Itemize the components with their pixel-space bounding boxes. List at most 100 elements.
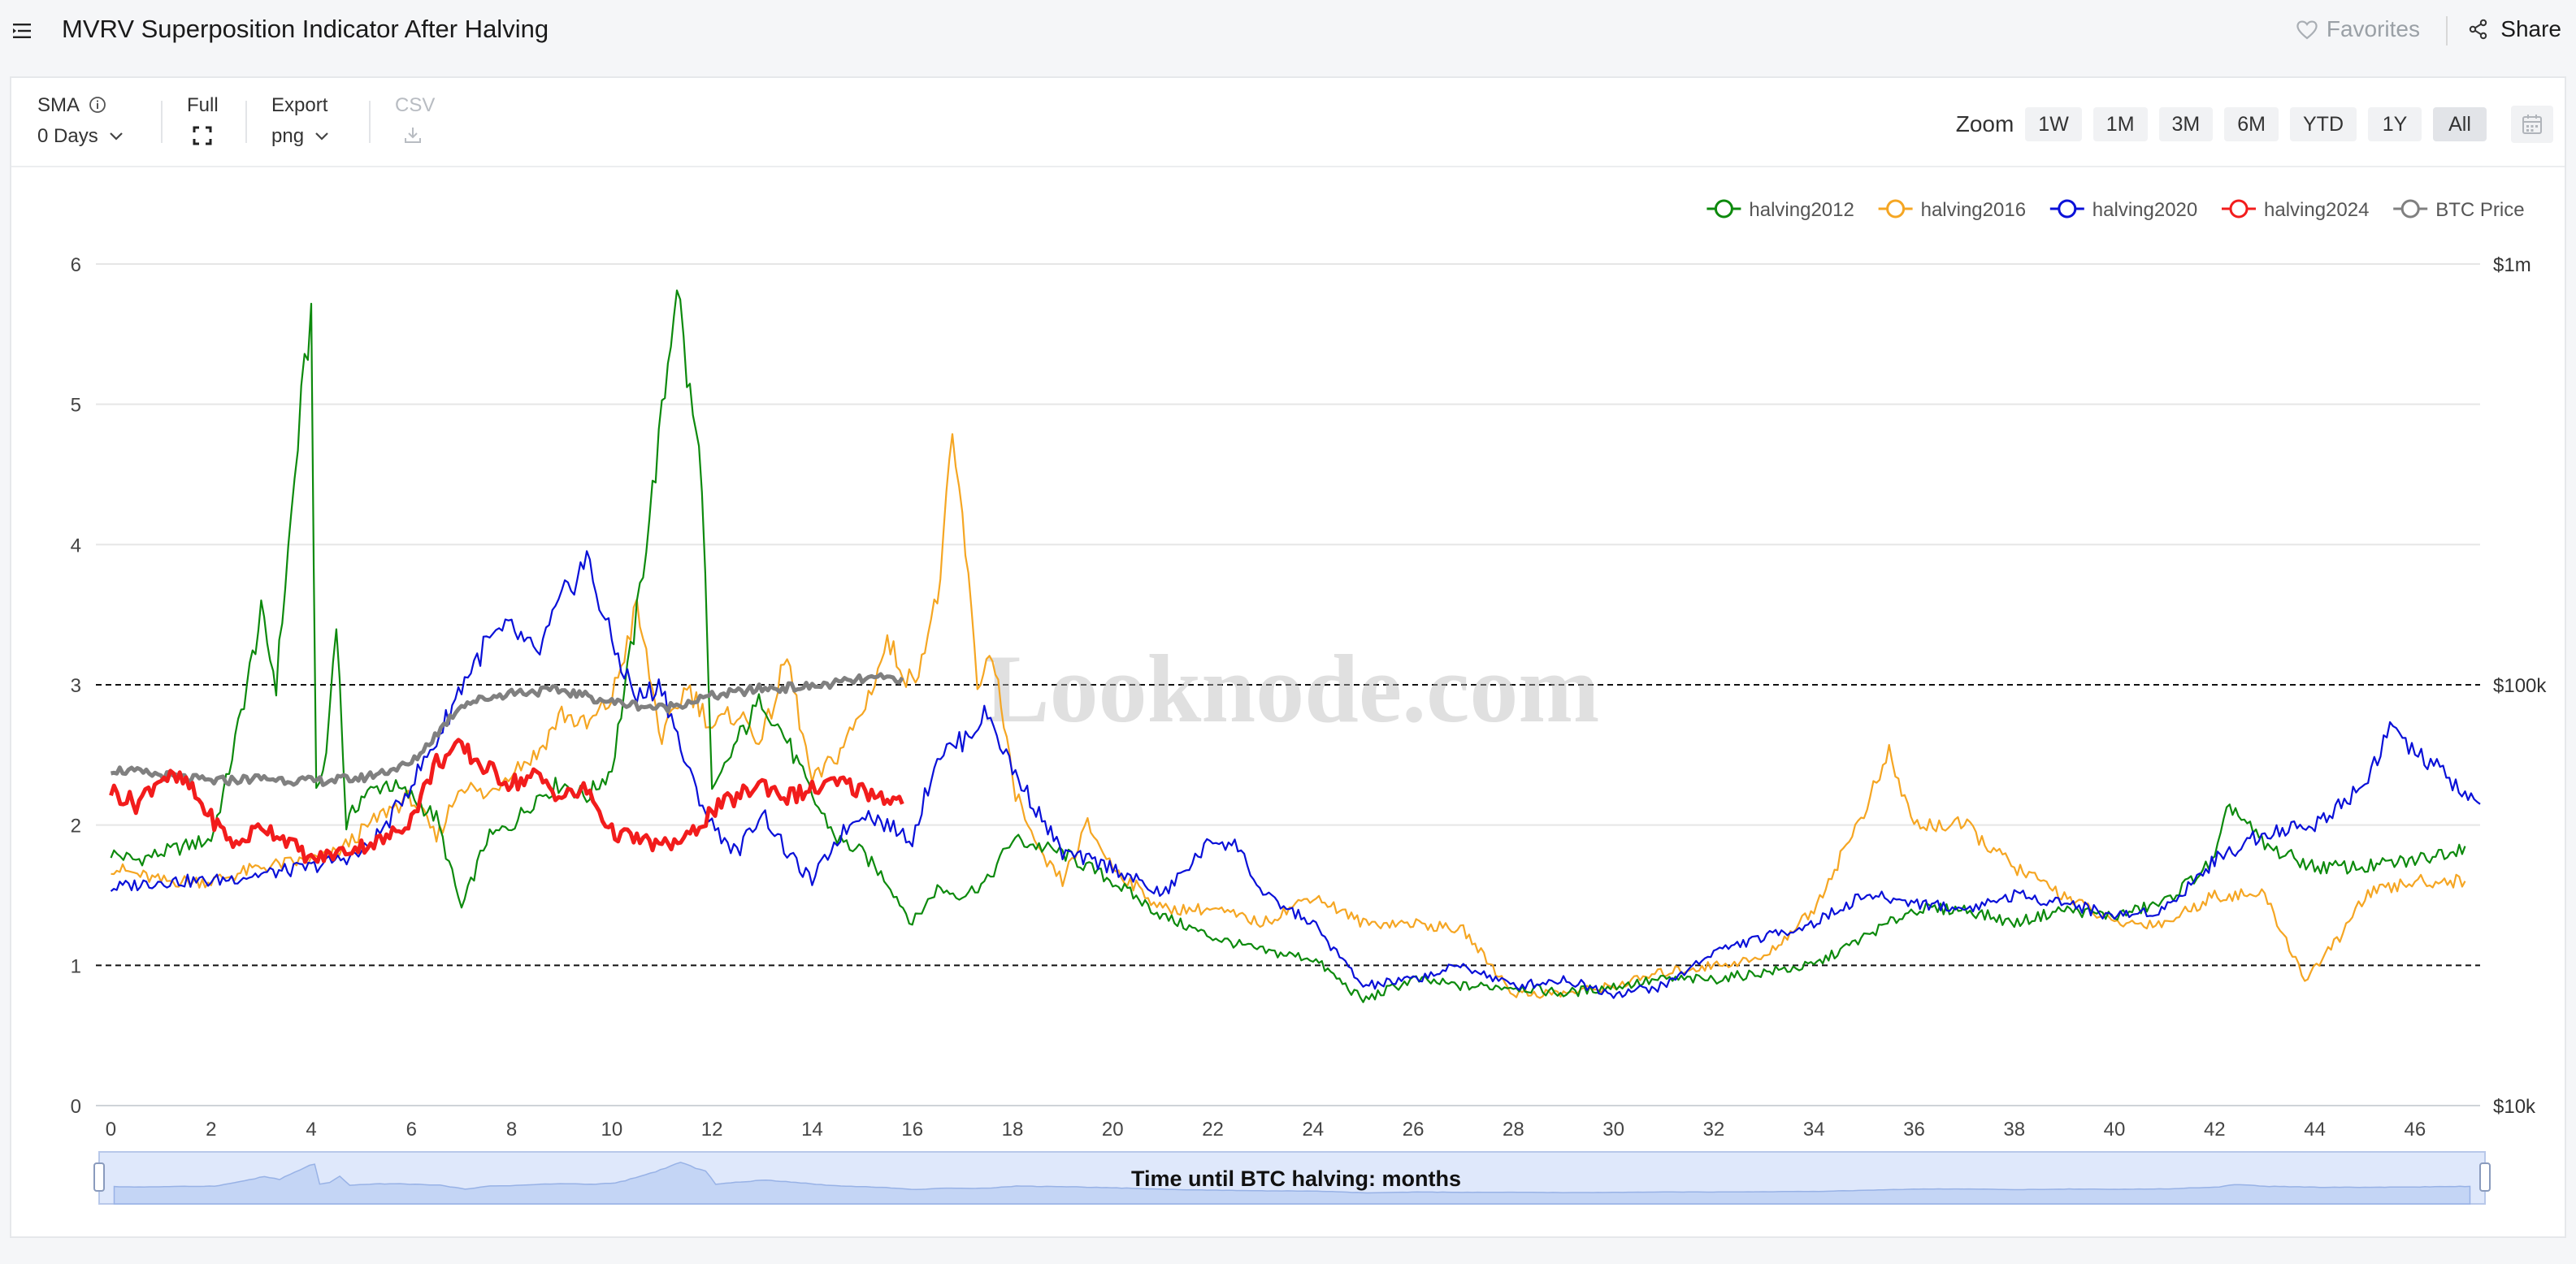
legend-swatch-marker <box>2058 199 2077 219</box>
navigator-series-area <box>113 1162 2471 1205</box>
chart-card: SMA 0 Days Full Export <box>10 76 2566 1238</box>
legend-item-btc-price[interactable]: BTC Price <box>2393 199 2525 221</box>
y-axis-tick-label: 5 <box>71 395 81 417</box>
x-axis-tick-label: 22 <box>1202 1119 1224 1141</box>
date-range-button[interactable] <box>2511 106 2553 143</box>
calendar-icon <box>2522 115 2542 134</box>
range-navigator[interactable] <box>93 1151 2491 1205</box>
legend-swatch-marker <box>2400 199 2420 219</box>
heart-icon <box>2296 20 2318 40</box>
series-line-btc-price <box>111 672 904 787</box>
zoom-1m-button[interactable]: 1M <box>2092 107 2148 141</box>
x-axis-tick-label: 24 <box>1302 1119 1324 1141</box>
series-line-halving2020 <box>110 550 2481 999</box>
zoom-all-button[interactable]: All <box>2433 107 2487 141</box>
full-control[interactable]: Full <box>187 94 219 146</box>
x-axis-tick-label: 6 <box>406 1119 417 1141</box>
chevron-down-icon <box>109 132 123 141</box>
y-axis-tick-label: 4 <box>71 535 81 556</box>
series-line-halving2024 <box>109 738 904 864</box>
zoom-controls: Zoom 1W 1M 3M 6M YTD 1Y All <box>1956 106 2565 143</box>
x-axis-tick-label: 0 <box>106 1119 116 1141</box>
x-axis-tick-label: 34 <box>1803 1119 1825 1141</box>
toolbar-divider <box>245 101 247 143</box>
legend-label: halving2012 <box>1749 199 1854 221</box>
fullscreen-icon <box>193 126 212 145</box>
legend-swatch-marker <box>1886 199 1906 219</box>
x-axis-tick-label: 36 <box>1903 1119 1925 1141</box>
zoom-1w-button[interactable]: 1W <box>2025 107 2082 141</box>
y-axis-tick-label: 0 <box>71 1096 81 1118</box>
download-icon <box>405 128 421 143</box>
x-axis-tick-label: 42 <box>2204 1119 2226 1141</box>
toolbar-divider <box>161 101 163 143</box>
watermark-text: Looknode.com <box>985 634 1600 742</box>
x-axis-tick-label: 18 <box>1002 1119 1024 1141</box>
export-control[interactable]: Export png <box>271 94 330 148</box>
export-select[interactable]: png <box>271 125 330 148</box>
zoom-ytd-button[interactable]: YTD <box>2290 107 2357 141</box>
zoom-3m-button[interactable]: 3M <box>2158 107 2214 141</box>
legend-swatch-marker <box>1714 199 1733 219</box>
share-button[interactable]: Share <box>2468 16 2561 42</box>
zoom-label: Zoom <box>1955 111 2014 136</box>
info-icon[interactable] <box>89 96 106 114</box>
export-value: png <box>271 125 305 147</box>
x-axis-tick-label: 38 <box>2003 1119 2025 1141</box>
zoom-1y-button[interactable]: 1Y <box>2368 107 2422 141</box>
chart-legend: halving2012 halving2016 halving2020 halving… <box>1706 199 2525 221</box>
x-axis-tick-label: 16 <box>901 1119 923 1141</box>
y-axis-tick-label: 2 <box>71 816 81 838</box>
x-axis-tick-label: 32 <box>1703 1119 1725 1141</box>
sma-select[interactable]: 0 Days <box>37 125 124 148</box>
export-label: Export <box>271 94 328 116</box>
y-right-tick-label: $100k <box>2493 675 2547 697</box>
csv-control[interactable]: CSV <box>395 94 435 145</box>
series-line-halving2012 <box>110 289 2466 1003</box>
favorites-label: Favorites <box>2326 16 2420 41</box>
legend-item-halving2024[interactable]: halving2024 <box>2222 199 2369 221</box>
x-axis-tick-label: 44 <box>2304 1119 2326 1141</box>
sma-value: 0 Days <box>37 125 98 147</box>
chevron-down-icon <box>315 132 328 141</box>
x-axis-tick-label: 10 <box>601 1119 623 1141</box>
legend-item-halving2020[interactable]: halving2020 <box>2049 199 2197 221</box>
toolbar-divider <box>369 101 371 143</box>
page-header: MVRV Superposition Indicator After Halvi… <box>0 0 2576 65</box>
legend-label: halving2020 <box>2092 199 2197 221</box>
page-title: MVRV Superposition Indicator After Halvi… <box>62 15 549 43</box>
navigator-left-handle[interactable] <box>93 1162 105 1192</box>
x-axis-tick-label: 30 <box>1602 1119 1624 1141</box>
fullscreen-button[interactable] <box>187 125 219 146</box>
sma-label: SMA <box>37 94 79 116</box>
legend-item-halving2012[interactable]: halving2012 <box>1706 199 1854 221</box>
menu-icon[interactable] <box>11 19 34 42</box>
sma-control[interactable]: SMA 0 Days <box>37 94 124 148</box>
favorites-button[interactable]: Favorites <box>2296 16 2420 42</box>
x-axis-tick-label: 14 <box>801 1119 823 1141</box>
y-right-tick-label: $10k <box>2493 1096 2536 1118</box>
share-icon <box>2470 19 2487 40</box>
x-axis-tick-label: 46 <box>2405 1119 2426 1141</box>
y-axis-tick-label: 1 <box>71 955 81 977</box>
csv-label: CSV <box>395 94 436 116</box>
x-axis-tick-label: 20 <box>1102 1119 1124 1141</box>
series-line-halving2016 <box>111 433 2466 999</box>
x-axis-tick-label: 4 <box>306 1119 316 1141</box>
csv-download-button[interactable] <box>395 125 435 145</box>
navigator-right-handle[interactable] <box>2479 1162 2491 1192</box>
zoom-6m-button[interactable]: 6M <box>2224 107 2279 141</box>
legend-item-halving2016[interactable]: halving2016 <box>1878 199 2026 221</box>
legend-swatch-marker <box>2229 199 2249 219</box>
header-divider <box>2446 16 2448 45</box>
x-axis-tick-label: 28 <box>1503 1119 1524 1141</box>
x-axis-tick-label: 8 <box>506 1119 517 1141</box>
x-axis-title: Time until BTC halving: months <box>1131 1167 1461 1191</box>
y-axis-tick-label: 6 <box>71 254 81 276</box>
x-axis-tick-label: 2 <box>206 1119 216 1141</box>
sma-label-row: SMA <box>37 94 124 117</box>
x-axis-tick-label: 40 <box>2104 1119 2126 1141</box>
y-axis-tick-label: 3 <box>71 675 81 697</box>
x-axis-tick-label: 12 <box>701 1119 723 1141</box>
